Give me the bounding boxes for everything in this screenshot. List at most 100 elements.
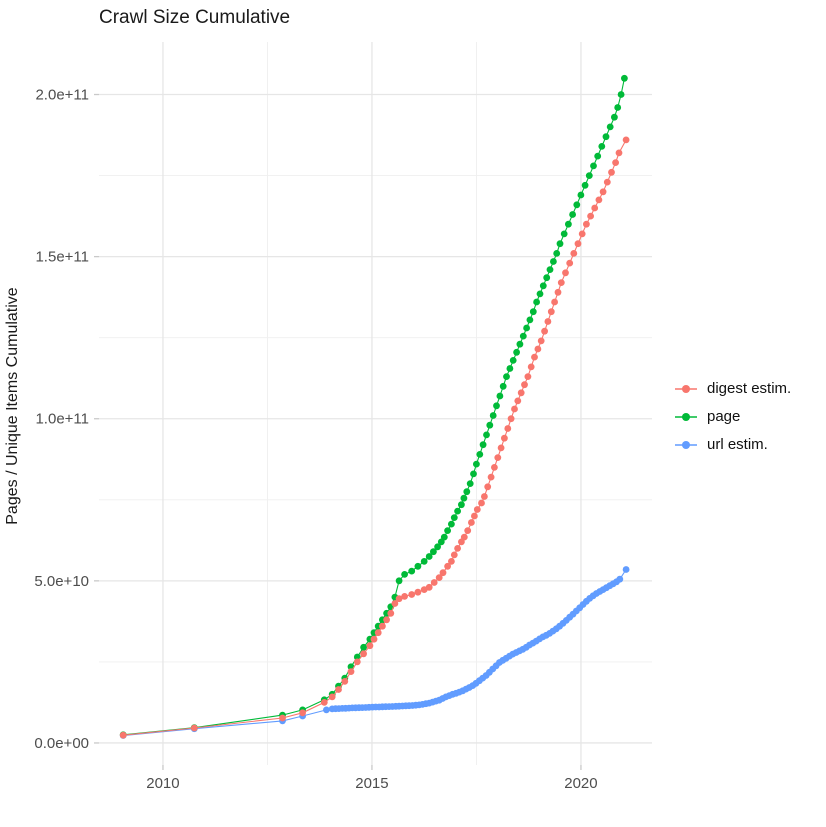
data-point <box>430 579 438 586</box>
data-point <box>353 653 361 661</box>
legend-key-dot <box>682 440 690 449</box>
data-point <box>487 473 495 481</box>
data-point <box>527 363 535 371</box>
legend: digest estim. page url estim. <box>674 380 791 464</box>
y-tick-label: 1.5e+11 <box>35 249 89 266</box>
data-point <box>366 642 374 650</box>
data-point <box>395 595 403 603</box>
series-line <box>123 569 627 737</box>
data-point <box>468 519 475 526</box>
legend-label-digest-estim: digest estim. <box>707 380 792 397</box>
data-point <box>557 279 565 286</box>
data-point <box>460 494 468 502</box>
data-point <box>335 686 342 693</box>
data-point <box>497 444 505 452</box>
data-point <box>541 327 548 335</box>
data-point <box>594 152 602 160</box>
data-point <box>583 220 590 228</box>
legend-key-dot <box>682 412 690 421</box>
data-point <box>550 258 557 265</box>
data-point <box>574 240 582 248</box>
axes: 2010 2015 2020 0.0e+00 5.0e+10 1.0e+11 1.5e+11… <box>34 87 597 792</box>
data-point <box>507 415 515 423</box>
data-point <box>470 470 477 478</box>
data-point <box>444 527 451 534</box>
data-point <box>554 288 562 296</box>
data-point <box>516 340 524 348</box>
data-point <box>617 91 625 98</box>
data-point <box>499 382 507 390</box>
data-point <box>420 558 428 565</box>
data-point <box>590 162 597 170</box>
y-tick-label: 1.0e+11 <box>35 411 89 428</box>
data-point <box>611 113 618 121</box>
data-point <box>587 212 594 220</box>
data-point <box>401 593 408 600</box>
data-point <box>565 220 572 228</box>
data-point <box>476 451 484 458</box>
data-point <box>190 724 198 732</box>
data-point <box>481 493 488 500</box>
data-point <box>119 731 127 739</box>
data-point <box>622 566 630 573</box>
y-tick-label: 0.0e+00 <box>34 735 89 752</box>
data-point <box>448 520 455 528</box>
data-point <box>513 348 520 356</box>
data-point <box>504 425 512 432</box>
data-point <box>299 709 306 717</box>
data-point <box>466 480 474 487</box>
data-point <box>328 693 336 701</box>
data-point <box>458 501 465 509</box>
data-point <box>591 204 599 212</box>
data-point <box>439 569 447 577</box>
data-point <box>547 308 555 316</box>
data-point <box>534 345 542 353</box>
data-point <box>279 714 286 722</box>
data-point <box>544 318 552 325</box>
y-tick-label: 5.0e+10 <box>34 573 89 590</box>
data-point <box>414 562 422 570</box>
data-point <box>560 230 568 238</box>
data-point <box>615 149 623 157</box>
data-point <box>496 392 504 400</box>
y-axis-title: Pages / Unique Items Cumulative <box>4 287 21 525</box>
data-point <box>546 266 554 273</box>
data-point <box>484 483 492 491</box>
data-point <box>374 629 382 637</box>
data-point <box>509 357 517 364</box>
data-point <box>425 553 433 560</box>
gridlines-minor <box>99 42 652 765</box>
legend-item-page: page <box>674 408 791 425</box>
legend-key-dot <box>682 384 690 393</box>
data-point <box>612 159 619 167</box>
data-point <box>539 282 547 290</box>
data-point <box>570 250 578 257</box>
x-tick-label: 2020 <box>564 775 597 792</box>
data-point <box>598 143 606 150</box>
data-point <box>460 533 468 541</box>
legend-item-digest-estim: digest estim. <box>674 380 791 397</box>
data-point <box>503 373 510 380</box>
data-point <box>537 337 545 345</box>
data-point <box>529 308 537 316</box>
legend-key-digest-estim <box>675 384 697 393</box>
data-point <box>483 431 490 439</box>
data-point <box>435 574 443 581</box>
data-point <box>614 104 622 111</box>
data-point <box>602 133 610 141</box>
data-point <box>577 191 585 199</box>
data-point <box>621 74 628 82</box>
data-point <box>440 533 448 541</box>
data-point <box>341 678 349 685</box>
data-point <box>489 412 497 419</box>
x-tick-label: 2015 <box>355 775 388 792</box>
data-point <box>320 699 328 706</box>
data-point <box>450 551 458 559</box>
data-point <box>450 514 458 521</box>
gridlines-major <box>99 42 652 765</box>
data-point <box>473 506 481 513</box>
data-point <box>383 616 390 624</box>
data-point <box>473 460 480 468</box>
